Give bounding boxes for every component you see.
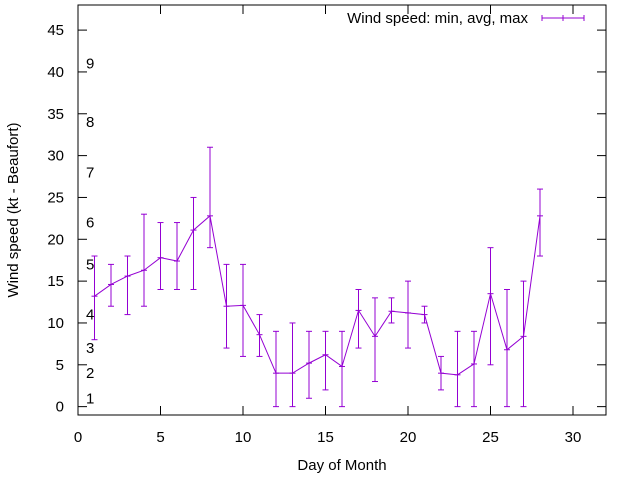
error-bar-day-27 bbox=[520, 280, 527, 408]
beaufort-label-5: 5 bbox=[86, 256, 94, 273]
x-tick-label-30: 30 bbox=[565, 429, 582, 446]
y-tick-label-0: 0 bbox=[56, 399, 64, 416]
beaufort-label-8: 8 bbox=[86, 114, 94, 131]
plot-frame bbox=[77, 4, 607, 416]
error-bar-day-26 bbox=[504, 288, 510, 408]
error-bar-day-20 bbox=[405, 280, 411, 349]
beaufort-label-3: 3 bbox=[86, 340, 94, 357]
error-bar-day-5 bbox=[157, 222, 164, 290]
x-tick-label-10: 10 bbox=[235, 429, 252, 446]
error-bar-day-14 bbox=[306, 330, 312, 399]
y-axis-label: Wind speed (kt - Beaufort) bbox=[5, 122, 22, 297]
error-bar-day-10 bbox=[240, 263, 246, 357]
error-bar-day-19 bbox=[388, 297, 395, 324]
error-bar-day-9 bbox=[223, 263, 230, 349]
beaufort-label-9: 9 bbox=[86, 56, 94, 73]
x-axis-label: Day of Month bbox=[297, 457, 386, 474]
x-tick-label-0: 0 bbox=[74, 429, 82, 446]
error-bar-day-6 bbox=[174, 222, 180, 290]
error-bar-day-4 bbox=[141, 213, 147, 307]
y-tick-label-5: 5 bbox=[56, 357, 64, 374]
x-tick-label-20: 20 bbox=[400, 429, 417, 446]
legend-label: Wind speed: min, avg, max bbox=[347, 10, 528, 27]
y-tick-label-45: 45 bbox=[47, 22, 64, 39]
beaufort-label-1: 1 bbox=[86, 390, 94, 407]
beaufort-label-2: 2 bbox=[86, 365, 94, 382]
y-tick-label-15: 15 bbox=[47, 273, 64, 290]
y-tick-label-20: 20 bbox=[47, 231, 64, 248]
y-tick-label-10: 10 bbox=[47, 315, 64, 332]
error-bar-day-8 bbox=[207, 146, 213, 249]
error-bar-day-21 bbox=[421, 305, 428, 324]
series-layer bbox=[91, 146, 543, 408]
error-bar-day-22 bbox=[438, 355, 444, 391]
y-tick-label-30: 30 bbox=[47, 148, 64, 165]
error-bar-day-24 bbox=[471, 330, 477, 408]
y-tick-label-35: 35 bbox=[47, 106, 64, 123]
error-bar-day-23 bbox=[454, 330, 461, 408]
error-bar-day-7 bbox=[190, 196, 197, 290]
beaufort-label-4: 4 bbox=[86, 307, 94, 324]
beaufort-label-6: 6 bbox=[86, 215, 94, 232]
error-bar-day-25 bbox=[487, 247, 494, 366]
error-bar-day-1 bbox=[91, 255, 98, 341]
error-bar-day-2 bbox=[108, 263, 114, 307]
beaufort-label-7: 7 bbox=[86, 164, 94, 181]
series-line bbox=[94, 214, 541, 376]
error-bar-day-15 bbox=[322, 330, 329, 391]
beaufort-labels: 1 2 3 4 5 6 7 8 9 bbox=[86, 56, 94, 408]
x-tick-label-25: 25 bbox=[482, 429, 499, 446]
error-bar-day-11 bbox=[256, 314, 263, 357]
x-tick-label-15: 15 bbox=[317, 429, 334, 446]
error-bar-day-3 bbox=[124, 255, 131, 316]
error-bar-day-28 bbox=[537, 188, 543, 257]
legend: Wind speed: min, avg, max bbox=[347, 10, 585, 27]
error-bar-day-18 bbox=[372, 297, 378, 383]
error-bar-day-16 bbox=[339, 330, 345, 408]
error-bar-day-17 bbox=[355, 288, 362, 349]
x-tick-label-5: 5 bbox=[156, 429, 164, 446]
error-bar-day-13 bbox=[289, 322, 296, 408]
y-tick-label-25: 25 bbox=[47, 189, 64, 206]
y-tick-label-40: 40 bbox=[47, 64, 64, 81]
error-bar-day-12 bbox=[273, 330, 279, 408]
